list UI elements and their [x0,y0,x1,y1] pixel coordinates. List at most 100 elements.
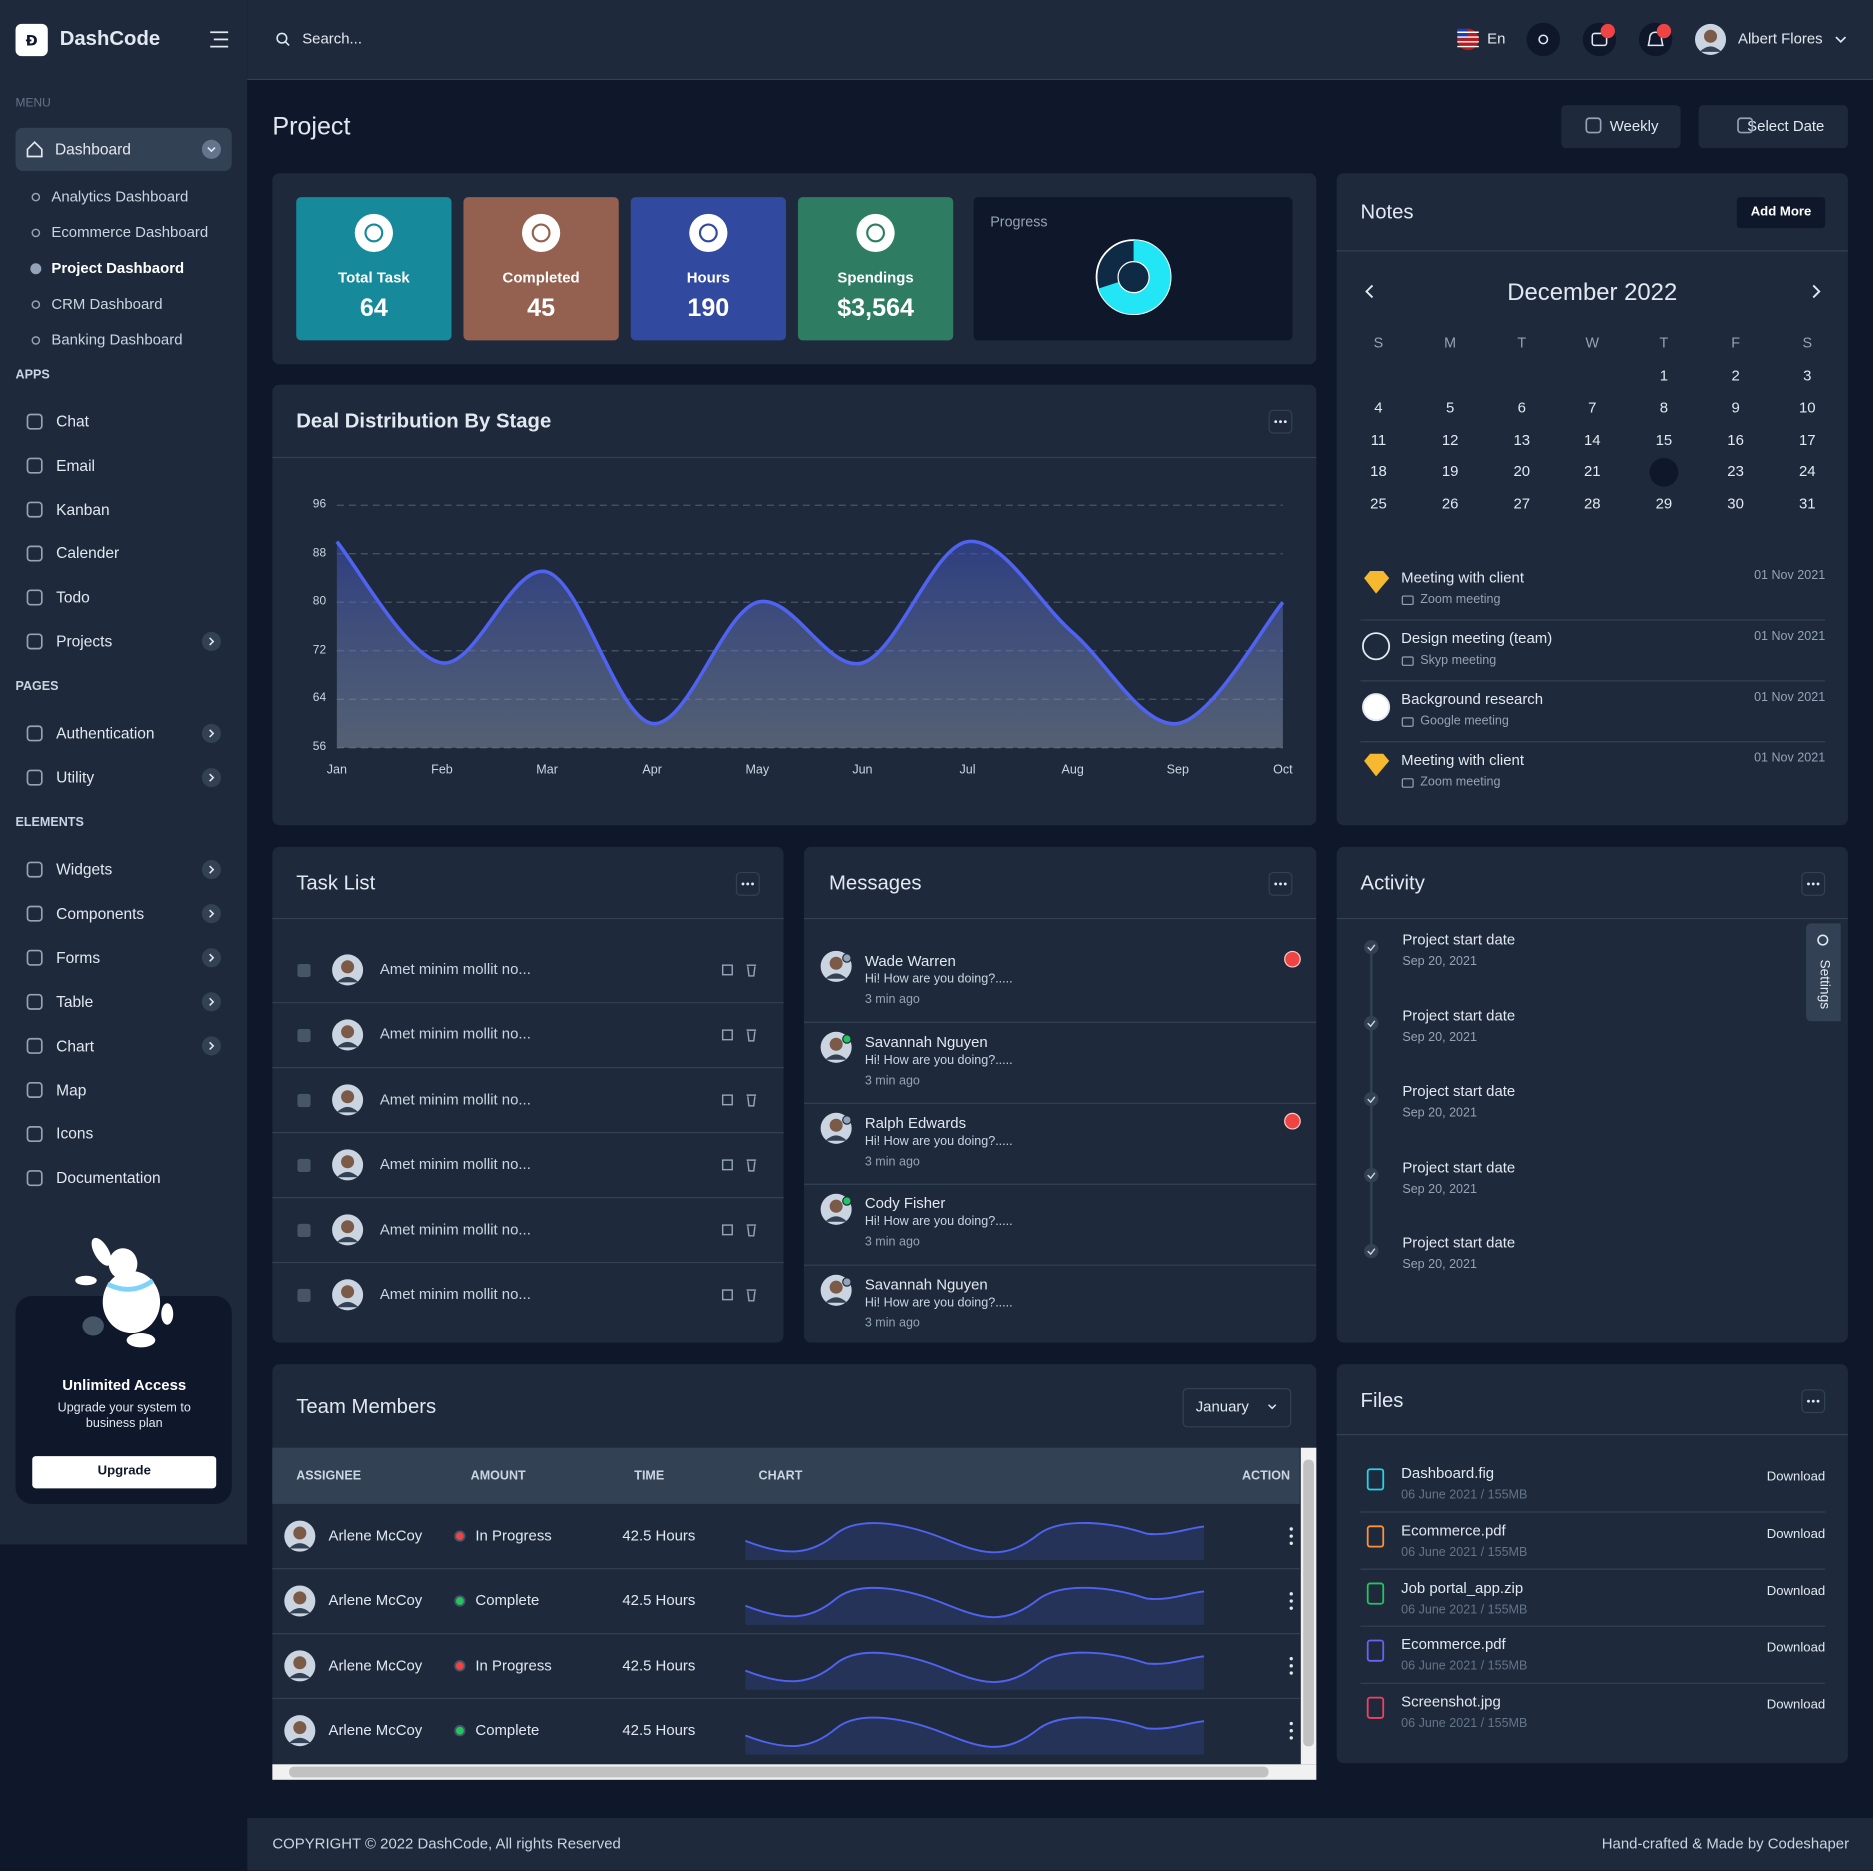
event-type: Google meeting [1420,713,1509,729]
more-button[interactable] [1268,409,1293,434]
day[interactable]: 5 [1445,399,1455,417]
nav-item[interactable]: Chat [56,412,89,431]
download-link[interactable]: Download [1766,1583,1826,1599]
promo-text: business plan [85,1416,163,1431]
day[interactable]: 21 [1583,463,1601,481]
nav-active[interactable] [15,127,232,171]
nav-sub-item[interactable]: Ecommerce Dashboard [51,223,209,241]
nav-item[interactable]: Documentation [56,1168,161,1187]
nav-item[interactable]: Widgets [56,860,113,879]
message-preview: Hi! How are you doing?..... [864,971,1013,987]
download-link[interactable]: Download [1766,1698,1826,1713]
day[interactable]: 31 [1798,495,1816,513]
x-tick-label: Feb [431,762,453,778]
day[interactable]: 23 [1727,463,1744,481]
day[interactable]: 8 [1659,399,1669,417]
nav-sub-item[interactable]: Project Dashbaord [51,259,185,277]
add-label[interactable]: Add More [1750,204,1812,220]
day[interactable]: 29 [1655,495,1673,513]
nav-item[interactable]: Chart [56,1036,95,1055]
toolbar-label[interactable]: Weekly [1609,117,1659,135]
day[interactable]: 10 [1798,399,1816,417]
nav-item[interactable]: Authentication [56,724,155,743]
toolbar-button[interactable] [1561,105,1681,149]
day[interactable]: 11 [1370,431,1387,449]
nav-item[interactable]: Email [56,456,95,475]
file-meta: 06 June 2021 / 155MB [1401,1602,1528,1617]
day[interactable]: 30 [1727,495,1744,513]
day[interactable]: 25 [1370,495,1387,513]
badge-count: 8 [1289,1115,1296,1127]
more-button[interactable] [1801,871,1826,896]
day[interactable]: 6 [1517,399,1526,417]
day[interactable]: 13 [1513,431,1531,449]
nav-item[interactable]: Calender [56,544,120,563]
day[interactable]: 17 [1798,431,1816,449]
file-name: Job portal_app.zip [1401,1579,1524,1596]
sender: Savannah Nguyen [864,1033,988,1051]
add-button[interactable] [1736,197,1826,229]
progress-label: Progress [990,213,1048,231]
day[interactable]: 22 [1655,463,1673,481]
toolbar-button[interactable] [1698,105,1848,149]
month-select[interactable] [1182,1388,1292,1428]
day[interactable]: 24 [1798,463,1816,481]
download-link[interactable]: Download [1766,1641,1826,1656]
nav-item[interactable]: Table [56,992,94,1011]
nav-sub-item[interactable]: CRM Dashboard [51,295,163,313]
day[interactable]: 20 [1513,463,1531,481]
nav-sub-item[interactable]: Banking Dashboard [51,331,183,349]
toolbar-label[interactable]: Select Date [1747,117,1825,135]
search-input[interactable]: Search... [302,30,362,48]
nav-item[interactable]: Icons [56,1124,94,1143]
day[interactable]: 28 [1583,495,1601,513]
more-button[interactable] [1268,871,1293,896]
day[interactable]: 7 [1588,399,1597,417]
message-preview: Hi! How are you doing?..... [864,1052,1013,1068]
promo-title: Unlimited Access [62,1376,187,1394]
language[interactable]: En [1487,30,1506,48]
user-name[interactable]: Albert Flores [1737,30,1823,48]
y-tick-label: 64 [312,692,327,706]
nav-item[interactable]: Projects [56,632,113,651]
event-date: 01 Nov 2021 [1754,690,1826,705]
upgrade-button[interactable] [32,1456,217,1489]
sender: Savannah Nguyen [864,1276,988,1294]
download-link[interactable]: Download [1766,1469,1826,1485]
download-link[interactable]: Download [1766,1526,1826,1542]
message-time: 3 min ago [864,992,920,1007]
month-value[interactable]: January [1195,1398,1249,1415]
nav-item[interactable]: Dashboard [54,139,131,158]
settings-label[interactable]: Settings [1816,959,1832,1010]
column-header: AMOUNT [470,1468,526,1484]
day[interactable]: 3 [1803,367,1812,385]
day[interactable]: 15 [1655,431,1673,449]
activity-date: Sep 20, 2021 [1402,954,1477,969]
day[interactable]: 2 [1731,367,1740,385]
day[interactable]: 9 [1731,399,1740,417]
day[interactable]: 16 [1727,431,1744,449]
day[interactable]: 14 [1583,431,1601,449]
nav-item[interactable]: Components [56,904,145,923]
file-meta: 06 June 2021 / 155MB [1401,1545,1528,1560]
nav-sub-item[interactable]: Analytics Dashboard [51,188,189,205]
nav-item[interactable]: Todo [56,588,90,607]
nav-item[interactable]: Utility [56,768,95,787]
more-button[interactable] [735,871,760,896]
nav-item[interactable]: Forms [56,948,101,967]
day[interactable]: 12 [1441,431,1459,449]
day[interactable]: 27 [1513,495,1531,513]
day[interactable]: 18 [1370,463,1387,481]
day[interactable]: 4 [1374,399,1383,417]
more-button[interactable] [1801,1389,1826,1414]
event-title: Design meeting (team) [1401,630,1553,647]
day[interactable]: 26 [1441,495,1459,513]
month: December 2022 [1507,279,1678,306]
x-tick-label: Oct [1273,762,1293,778]
upgrade-label[interactable]: Upgrade [97,1463,151,1479]
day[interactable]: 1 [1659,367,1669,385]
day[interactable]: 19 [1441,463,1459,481]
task-text: Amet minim mollit no... [379,1285,531,1303]
nav-item[interactable]: Map [56,1080,87,1099]
nav-item[interactable]: Kanban [56,500,110,519]
